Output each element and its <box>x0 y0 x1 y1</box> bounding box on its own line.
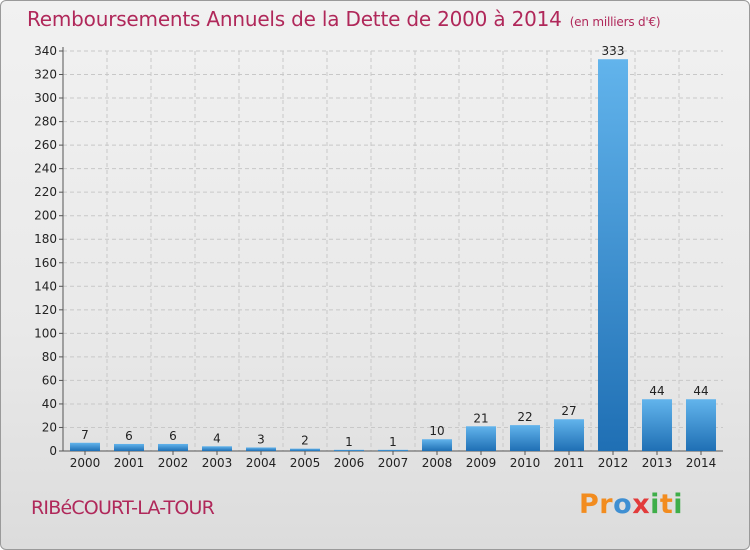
bar-2005 <box>290 448 320 451</box>
y-tick-label: 260 <box>34 138 57 152</box>
grid-lines <box>63 50 723 451</box>
logo-letter: x <box>632 489 651 520</box>
chart-subtitle: (en milliers d'€) <box>569 15 661 29</box>
bar-2010 <box>510 425 540 451</box>
data-label: 1 <box>389 435 397 449</box>
data-label: 7 <box>81 428 89 442</box>
y-tick-label: 280 <box>34 115 57 129</box>
y-tick-label: 220 <box>34 185 57 199</box>
chart-title: Remboursements Annuels de la Dette de 20… <box>27 7 661 31</box>
labels: 0 20 40 60 80 100 120 140 160 180 200 220 240 260 280 3… <box>34 44 716 470</box>
x-tick-label: 2009 <box>466 456 497 470</box>
x-tick-label: 2006 <box>334 456 365 470</box>
data-label: 10 <box>429 424 444 438</box>
bar-2007 <box>378 449 408 451</box>
y-tick-label: 0 <box>49 444 57 458</box>
y-tick-label: 240 <box>34 162 57 176</box>
bar-2014 <box>686 399 716 451</box>
y-tick-label: 180 <box>34 232 57 246</box>
x-tick-label: 2003 <box>202 456 233 470</box>
y-tick-label: 160 <box>34 256 57 270</box>
bars <box>70 59 716 452</box>
y-tick-label: 200 <box>34 209 57 223</box>
logo-letter: o <box>613 489 633 520</box>
chart-title-text: Remboursements Annuels de la Dette de 20… <box>27 7 562 31</box>
bar-2002 <box>158 443 188 451</box>
bar-2013 <box>642 399 672 451</box>
y-tick-label: 100 <box>34 326 57 340</box>
logo-letter: i <box>650 489 660 520</box>
y-tick-label: 60 <box>42 373 57 387</box>
y-tick-label: 80 <box>42 350 57 364</box>
bar-2000 <box>70 442 100 451</box>
proxiti-logo: Proxiti <box>579 489 683 520</box>
bar-2012 <box>598 59 628 452</box>
x-tick-label: 2004 <box>246 456 277 470</box>
data-label: 21 <box>473 411 488 425</box>
x-tick-label: 2013 <box>642 456 673 470</box>
data-label: 1 <box>345 435 353 449</box>
data-label: 2 <box>301 434 309 448</box>
data-label: 4 <box>213 431 221 445</box>
x-tick-label: 2012 <box>598 456 629 470</box>
logo-letter: r <box>599 489 614 520</box>
data-label: 6 <box>169 429 177 443</box>
town-name: RIBéCOURT-LA-TOUR <box>31 497 215 519</box>
data-label: 6 <box>125 429 133 443</box>
y-tick-label: 120 <box>34 303 57 317</box>
logo-letter: i <box>673 489 684 520</box>
bar-2001 <box>114 443 144 451</box>
bar-2009 <box>466 426 496 451</box>
logo-letter: t <box>659 489 674 520</box>
x-tick-label: 2005 <box>290 456 321 470</box>
y-tick-label: 20 <box>42 420 57 434</box>
x-tick-label: 2011 <box>554 456 585 470</box>
bar-2011 <box>554 419 584 451</box>
bar-2008 <box>422 439 452 451</box>
x-tick-label: 2002 <box>158 456 189 470</box>
x-tick-label: 2000 <box>70 456 101 470</box>
data-label: 44 <box>649 384 664 398</box>
bar-2006 <box>334 449 364 451</box>
data-label: 3 <box>257 432 265 446</box>
y-tick-label: 140 <box>34 279 57 293</box>
x-tick-label: 2014 <box>686 456 717 470</box>
y-tick-label: 320 <box>34 68 57 82</box>
x-tick-label: 2010 <box>510 456 541 470</box>
y-tick-label: 340 <box>34 44 57 58</box>
x-tick-label: 2007 <box>378 456 409 470</box>
x-tick-label: 2008 <box>422 456 453 470</box>
data-label: 44 <box>693 384 708 398</box>
y-tick-label: 40 <box>42 397 57 411</box>
logo-letter: P <box>579 489 600 520</box>
y-tick-label: 300 <box>34 91 57 105</box>
x-tick-label: 2001 <box>114 456 145 470</box>
data-label: 333 <box>602 44 625 58</box>
data-label: 22 <box>517 410 532 424</box>
bar-2004 <box>246 447 276 451</box>
data-label: 27 <box>561 404 576 418</box>
bar-2003 <box>202 446 232 451</box>
